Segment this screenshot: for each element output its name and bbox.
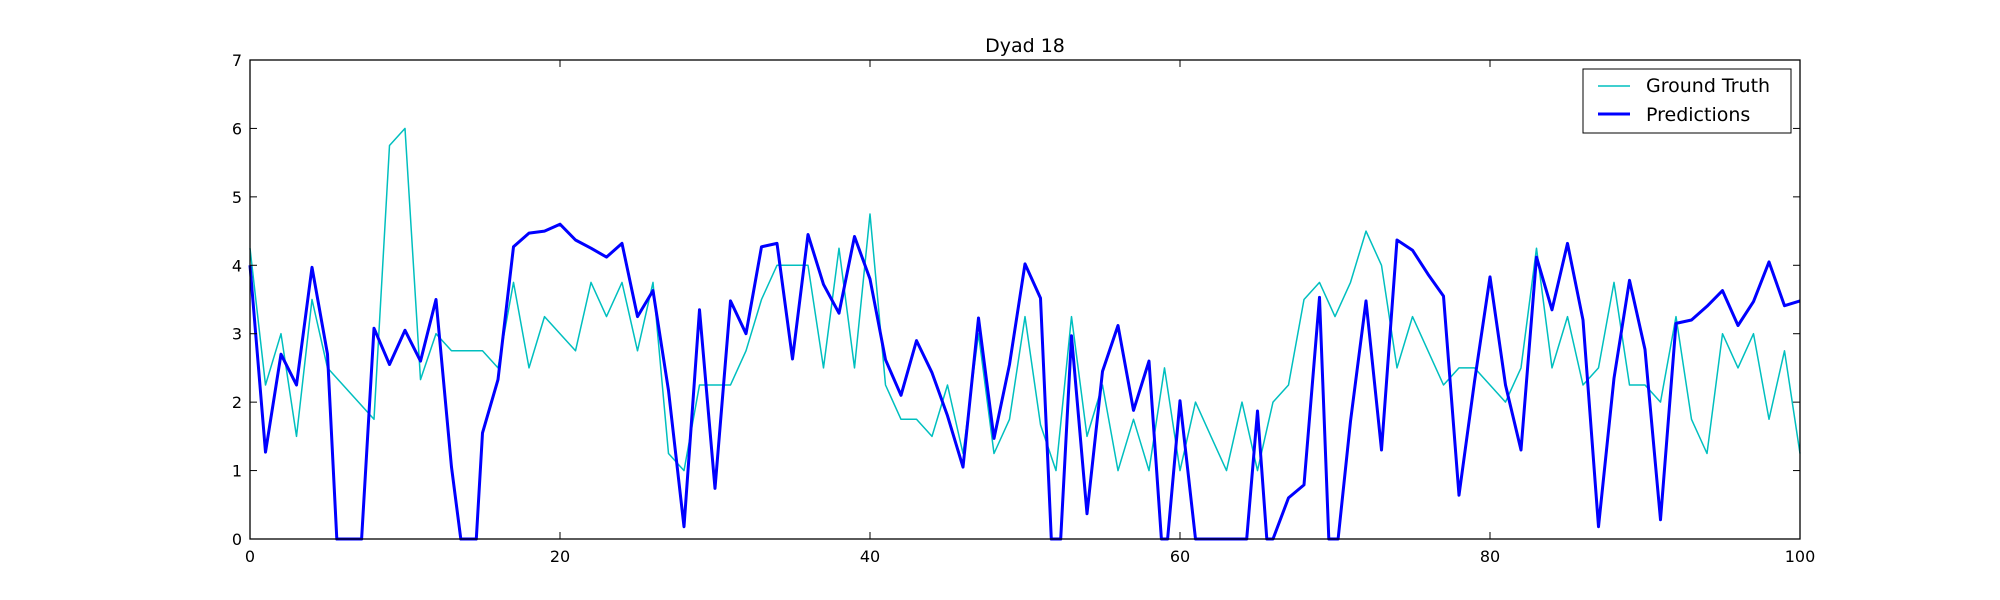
x-tick-label: 0: [245, 547, 255, 566]
legend-label-predictions: Predictions: [1646, 104, 1750, 126]
series-line-predictions: [248, 222, 1801, 541]
y-tick-label: 3: [232, 325, 242, 344]
chart-title: Dyad 18: [985, 35, 1065, 57]
y-tick-label: 2: [232, 393, 242, 412]
y-tick-label: 6: [232, 119, 242, 138]
legend-label-ground-truth: Ground Truth: [1646, 75, 1770, 97]
y-tick-label: 5: [232, 188, 242, 207]
x-tick-label: 100: [1785, 547, 1816, 566]
x-tick-label: 80: [1480, 547, 1500, 566]
y-tick-label: 1: [232, 462, 242, 481]
x-tick-label: 60: [1170, 547, 1190, 566]
legend-box: [1582, 68, 1792, 134]
y-tick-label: 4: [232, 256, 242, 275]
series-layer: [248, 127, 1801, 541]
y-tick-label: 7: [232, 51, 242, 70]
x-tick-label: 40: [860, 547, 880, 566]
legend: Ground Truth Predictions: [1582, 68, 1792, 134]
plot-frame: [249, 59, 1801, 540]
series-line-ground-truth: [249, 127, 1801, 472]
y-tick-label: 0: [232, 530, 242, 549]
x-tick-label: 20: [550, 547, 570, 566]
axes-layer: 0 20 40 60 80 100 0 1 2 3 4 5 6 7: [232, 51, 1815, 566]
